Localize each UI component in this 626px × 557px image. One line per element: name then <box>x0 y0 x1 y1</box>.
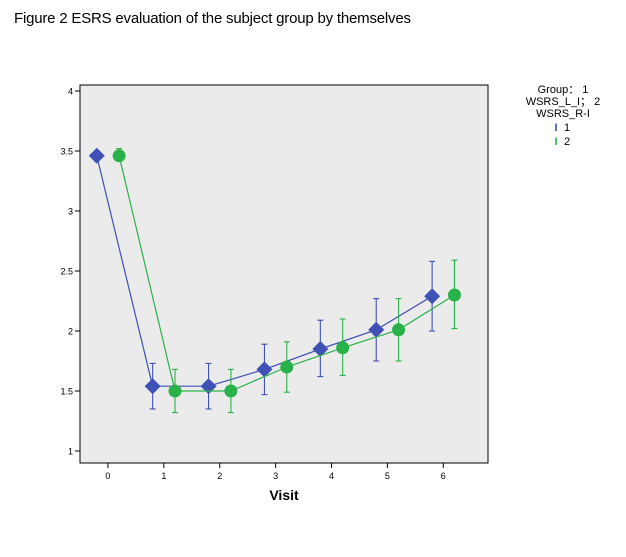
data-point-circle <box>224 384 238 398</box>
legend-entry-1: I 1 <box>508 122 618 134</box>
plot-marks <box>88 147 461 414</box>
y-tick-label: 3.5 <box>60 147 73 157</box>
series-2 <box>112 148 461 414</box>
y-tick-label: 1 <box>68 447 73 457</box>
y-tick-label: 3 <box>68 207 73 217</box>
data-point-circle <box>392 323 406 337</box>
data-point-diamond <box>256 361 273 378</box>
legend-label-1: 1 <box>564 122 571 134</box>
data-point-circle <box>280 360 294 374</box>
x-tick-label: 2 <box>217 471 222 481</box>
legend-header-line-1: Group： 1 <box>537 84 589 96</box>
data-point-circle <box>336 341 350 355</box>
data-point-diamond <box>368 321 385 338</box>
legend-errorbar-icon-2: I <box>554 136 558 148</box>
x-tick-label: 6 <box>441 471 446 481</box>
data-point-diamond <box>144 378 161 395</box>
legend: Group： 1 WSRS_L_I； 2 WSRS_R-I I 1 I 2 <box>508 84 618 148</box>
data-point-circle <box>112 149 126 163</box>
x-axis: 0 1 2 3 4 5 6 <box>105 463 446 481</box>
plot-area <box>79 84 489 464</box>
x-tick-label: 3 <box>273 471 278 481</box>
legend-label-2: 2 <box>564 136 571 148</box>
y-tick-label: 2 <box>68 327 73 337</box>
legend-entry-2: I 2 <box>508 136 618 148</box>
data-point-circle <box>168 384 182 398</box>
data-point-diamond <box>200 378 217 395</box>
x-tick-label: 0 <box>105 471 110 481</box>
x-tick-label: 1 <box>161 471 166 481</box>
y-axis: 1 1.5 2 2.5 3 3.5 4 <box>60 87 80 457</box>
legend-header-line-3: WSRS_R-I <box>536 108 590 120</box>
figure-title: Figure 2 ESRS evaluation of the subject … <box>14 10 411 27</box>
data-point-diamond <box>88 147 105 164</box>
data-point-circle <box>447 288 461 302</box>
data-point-diamond <box>424 288 441 305</box>
y-tick-label: 2.5 <box>60 267 73 277</box>
series-1 <box>88 147 441 410</box>
x-tick-label: 4 <box>329 471 334 481</box>
x-axis-label: Visit <box>269 487 299 503</box>
legend-header-line-2: WSRS_L_I； 2 <box>525 96 601 108</box>
y-tick-label: 1.5 <box>60 387 73 397</box>
y-tick-label: 4 <box>68 87 73 97</box>
data-point-diamond <box>312 341 329 357</box>
x-tick-label: 5 <box>385 471 390 481</box>
legend-errorbar-icon-1: I <box>554 122 558 134</box>
